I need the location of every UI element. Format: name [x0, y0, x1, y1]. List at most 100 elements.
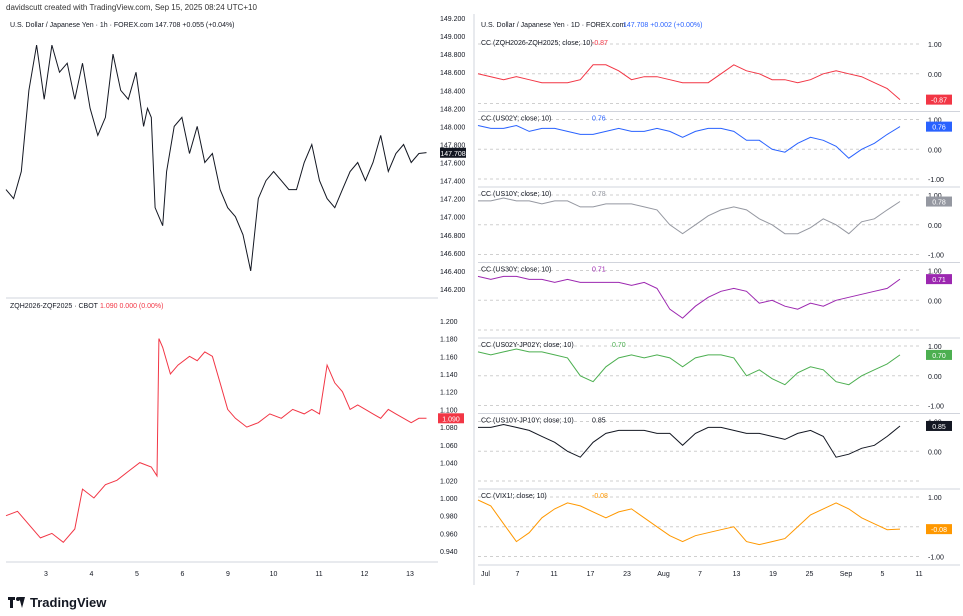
right-x-tick: 7 [698, 571, 702, 578]
cc-pane-value: -0.87 [592, 40, 608, 47]
right-x-tick: Sep [840, 571, 853, 578]
cc-pane-last-badge-bg [926, 274, 952, 285]
cc-pane-label: CC (US10Y; close; 10) [481, 191, 551, 198]
cc-pane-y-tick: -1.00 [928, 253, 944, 260]
cc-pane-y-tick: -1.00 [928, 177, 944, 184]
cc-pane-value: 0.78 [592, 191, 606, 198]
cc-pane-y-tick: 1.00 [928, 42, 942, 49]
brand-name: TradingView [30, 595, 107, 610]
tradingview-logo-icon [8, 597, 26, 608]
usdjpy-1h-series-line [5, 44, 427, 272]
zq-spread-y-tick: 1.060 [440, 443, 458, 450]
left-x-tick: 11 [315, 571, 322, 578]
usdjpy-1h-y-tick: 146.400 [440, 269, 465, 276]
cc-pane-y-tick: -1.00 [928, 404, 944, 411]
zq-spread-y-tick: 0.980 [440, 514, 458, 521]
cc-pane-last-badge: -0.87 [931, 98, 947, 105]
zq-spread-y-tick: 1.020 [440, 478, 458, 485]
zq-spread-y-tick: 1.000 [440, 496, 458, 503]
cc-pane-label: CC (ZQH2026-ZQH2025; close; 10) [481, 40, 593, 47]
usdjpy-1h-y-tick: 147.200 [440, 197, 465, 204]
tradingview-brand[interactable]: TradingView [8, 595, 106, 610]
zq-spread-y-tick: 0.940 [440, 549, 458, 556]
cc-pane-y-tick: -1.00 [928, 555, 944, 562]
cc-pane-series-line [477, 275, 901, 319]
usdjpy-1h-last-badge-bg [440, 147, 466, 158]
cc-pane-y-tick: 1.00 [928, 269, 942, 276]
usdjpy-1h-y-tick: 147.000 [440, 215, 465, 222]
zq-spread-y-tick: 1.160 [440, 354, 458, 361]
usdjpy-1h-y-tick: 148.400 [440, 88, 465, 95]
right-x-tick: 13 [733, 571, 741, 578]
zq-spread-y-tick: 0.960 [440, 531, 458, 538]
usdjpy-1h-y-tick: 148.800 [440, 52, 465, 59]
usdjpy-1d-legend: U.S. Dollar / Japanese Yen · 1D · FOREX.… [481, 22, 626, 29]
usdjpy-1h-y-tick: 148.600 [440, 70, 465, 77]
left-x-tick: 9 [226, 571, 230, 578]
cc-pane-last-badge: -0.08 [931, 527, 947, 534]
cc-pane-y-tick: 0.00 [928, 449, 942, 456]
left-x-tick: 13 [406, 571, 414, 578]
cc-pane-y-tick: 0.00 [928, 374, 942, 381]
cc-pane-y-tick: 0.00 [928, 223, 942, 230]
chart-credit: davidscutt created with TradingView.com,… [6, 3, 257, 12]
usdjpy-1h-y-tick: 147.400 [440, 179, 465, 186]
usdjpy-1d-legend-value: 147.708 +0.002 (+0.00%) [623, 22, 702, 29]
cc-pane-value: 0.85 [592, 418, 606, 425]
zq-spread-legend-value: 1.090 0.000 (0.00%) [100, 303, 163, 310]
right-x-tick: 23 [623, 571, 631, 578]
cc-pane-y-tick: 1.00 [928, 118, 942, 125]
cc-pane-last-badge: 0.76 [932, 125, 946, 132]
right-x-tick: 11 [915, 571, 922, 578]
zq-spread-y-tick: 1.200 [440, 319, 458, 326]
usdjpy-1h-y-tick: 146.800 [440, 233, 465, 240]
cc-pane-last-badge-bg [926, 94, 952, 105]
usdjpy-1h-y-tick: 148.200 [440, 106, 465, 113]
zq-spread-y-tick: 1.100 [440, 407, 458, 414]
cc-pane-value: 0.71 [592, 267, 606, 274]
cc-pane-last-badge-bg [926, 420, 952, 431]
cc-pane-series-line [477, 64, 901, 100]
cc-pane-label: CC (US10Y-JP10Y; close; 10) [481, 418, 574, 425]
right-x-tick: Aug [657, 571, 670, 578]
usdjpy-1h-last-badge: 147.708 [440, 151, 465, 158]
left-x-tick: 6 [181, 571, 185, 578]
right-x-tick: 19 [769, 571, 777, 578]
zq-spread-y-tick: 1.120 [440, 390, 458, 397]
cc-pane-label: CC (VIX1!; close; 10) [481, 493, 547, 500]
cc-pane-value: -0.08 [592, 493, 608, 500]
cc-pane-label: CC (US02Y; close; 10) [481, 116, 551, 123]
right-x-tick: 7 [516, 571, 520, 578]
cc-pane-series-line [477, 348, 901, 386]
left-x-tick: 5 [135, 571, 139, 578]
usdjpy-1h-y-tick: 146.200 [440, 287, 465, 294]
zq-spread-y-tick: 1.080 [440, 425, 458, 432]
cc-pane-last-badge-bg [926, 349, 952, 360]
left-x-tick: 4 [90, 571, 94, 578]
zq-spread-y-tick: 1.180 [440, 337, 458, 344]
right-x-tick: 5 [881, 571, 885, 578]
usdjpy-1h-y-tick: 147.800 [440, 142, 465, 149]
cc-pane-y-tick: 0.00 [928, 147, 942, 154]
cc-pane-last-badge: 0.78 [932, 200, 946, 207]
cc-pane-value: 0.70 [612, 342, 626, 349]
cc-pane-last-badge-bg [926, 121, 952, 132]
usdjpy-1h-y-tick: 148.000 [440, 124, 465, 131]
cc-pane-last-badge: 0.70 [932, 353, 946, 360]
cc-pane-last-badge-bg [926, 524, 952, 535]
cc-pane-y-tick: 1.00 [928, 344, 942, 351]
usdjpy-1h-legend: U.S. Dollar / Japanese Yen · 1h · FOREX.… [10, 22, 235, 29]
left-x-tick: 12 [361, 571, 369, 578]
cc-pane-series-line [478, 423, 901, 458]
usdjpy-1h-y-tick: 149.200 [440, 16, 465, 23]
cc-pane-last-badge-bg [926, 196, 952, 207]
cc-pane-y-tick: 0.00 [928, 72, 942, 79]
right-x-tick: 11 [550, 571, 557, 578]
cc-pane-last-badge: 0.71 [932, 277, 946, 284]
right-x-tick: 17 [587, 571, 595, 578]
cc-pane-series-line [478, 197, 901, 235]
zq-spread-y-tick: 1.040 [440, 461, 458, 468]
cc-pane-last-badge: 0.85 [932, 424, 946, 431]
cc-pane-label: CC (US30Y; close; 10) [481, 267, 551, 274]
